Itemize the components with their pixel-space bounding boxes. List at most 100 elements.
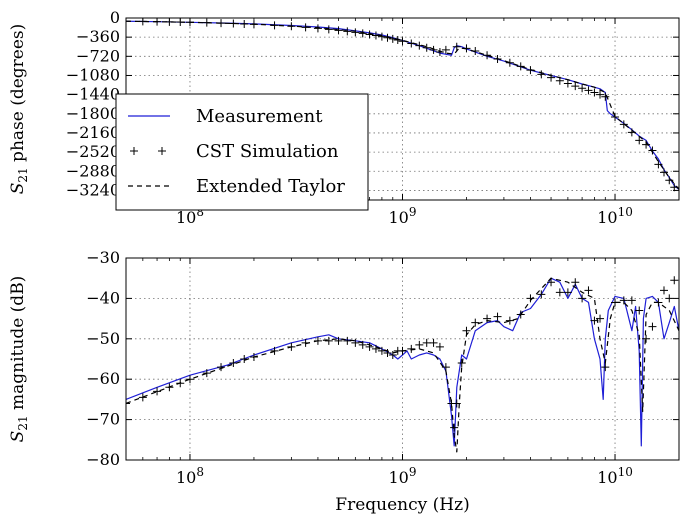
- legend-entry: Extended Taylor: [128, 176, 345, 197]
- data-point: [377, 32, 386, 41]
- data-point: [516, 62, 525, 71]
- data-point: [493, 312, 502, 321]
- legend-label: Extended Taylor: [196, 176, 345, 197]
- data-point: [358, 340, 367, 349]
- data-point: [452, 42, 461, 51]
- data-point: [471, 318, 480, 327]
- data-point: [571, 278, 580, 287]
- data-point: [601, 92, 610, 101]
- data-point: [483, 314, 492, 323]
- data-point: [415, 340, 424, 349]
- y-axis-label: S21 magnitude (dB): [8, 276, 30, 443]
- data-point: [590, 88, 599, 97]
- data-point: [505, 58, 514, 67]
- data-point: [642, 334, 651, 343]
- data-point: [407, 344, 416, 353]
- data-point: [351, 28, 360, 37]
- data-point: [635, 306, 644, 315]
- data-point: [343, 336, 352, 345]
- data-point: [462, 326, 471, 335]
- y-tick-label: 0: [110, 8, 120, 27]
- data-point: [627, 296, 636, 305]
- legend-label: CST Simulation: [196, 141, 339, 162]
- data-point: [571, 82, 580, 91]
- data-point: [429, 45, 438, 54]
- series-group: [126, 276, 679, 453]
- data-point: [601, 363, 610, 372]
- data-point: [324, 25, 333, 34]
- y-tick-label: −60: [86, 369, 120, 388]
- data-point: [217, 363, 226, 372]
- data-point: [358, 29, 367, 38]
- data-point: [435, 342, 444, 351]
- y-tick-label: −80: [86, 450, 120, 469]
- legend-box: [115, 93, 369, 211]
- data-point: [563, 79, 572, 88]
- x-axis-label: Frequency (Hz): [335, 495, 469, 515]
- data-point: [578, 294, 587, 303]
- y-tick-label: −720: [76, 46, 120, 65]
- data-point: [483, 51, 492, 60]
- data-point: [584, 286, 593, 295]
- series-line: [126, 277, 679, 453]
- x-tick-label: 1010: [597, 205, 633, 227]
- series-line: [126, 277, 679, 447]
- y-tick-label: −40: [86, 288, 120, 307]
- data-point: [185, 375, 194, 384]
- data-point: [334, 336, 343, 345]
- x-tick-label: 108: [176, 465, 204, 487]
- data-point: [313, 24, 322, 33]
- data-point: [654, 160, 663, 169]
- data-point: [584, 86, 593, 95]
- x-tick-label: 1010: [597, 465, 633, 487]
- data-point: [526, 294, 535, 303]
- data-point: [537, 290, 546, 299]
- data-point: [670, 276, 679, 285]
- data-point: [660, 286, 668, 295]
- series-group: [126, 18, 679, 192]
- data-point: [422, 338, 431, 347]
- y-tick-label: −2160: [66, 123, 120, 142]
- data-point: [611, 112, 620, 121]
- data-point: [153, 387, 162, 396]
- data-point: [648, 322, 657, 331]
- data-point: [343, 27, 352, 36]
- x-tick-label: 109: [389, 465, 417, 487]
- legend-entry: CST Simulation: [130, 141, 339, 162]
- data-point: [450, 423, 459, 432]
- data-point: [441, 45, 450, 54]
- y-axis-label: S21 phase (degrees): [8, 24, 30, 195]
- data-point: [619, 296, 628, 305]
- data-point: [596, 90, 605, 99]
- data-point: [635, 136, 644, 145]
- y-tick-label: −3240: [66, 180, 120, 199]
- y-tick-label: −1800: [66, 104, 120, 123]
- data-point: [393, 36, 402, 45]
- legend-marker: [130, 147, 138, 155]
- data-point: [365, 342, 374, 351]
- data-point: [334, 26, 343, 35]
- data-point: [377, 346, 386, 355]
- data-point: [126, 399, 130, 408]
- legend-marker: [158, 147, 166, 155]
- data-point: [383, 348, 392, 357]
- phase-panel: 108 109 10100−360−720−1080−1440−1800−2160−…: [8, 8, 680, 227]
- data-point: [563, 288, 572, 297]
- y-tick-label: −1080: [66, 65, 120, 84]
- data-point: [429, 338, 438, 347]
- legend-entry: Measurement: [128, 106, 323, 127]
- data-point: [648, 146, 657, 155]
- y-tick-label: −70: [86, 410, 120, 429]
- data-point: [665, 294, 674, 303]
- y-tick-label: −2520: [66, 142, 120, 161]
- data-point: [578, 84, 587, 93]
- data-point: [555, 288, 564, 297]
- series-markers: [126, 276, 679, 432]
- data-point: [660, 168, 668, 177]
- x-tick-label: 108: [176, 205, 204, 227]
- legend-label: Measurement: [196, 106, 323, 127]
- data-point: [324, 336, 333, 345]
- data-point: [202, 369, 211, 378]
- data-point: [422, 43, 431, 52]
- data-point: [537, 70, 546, 79]
